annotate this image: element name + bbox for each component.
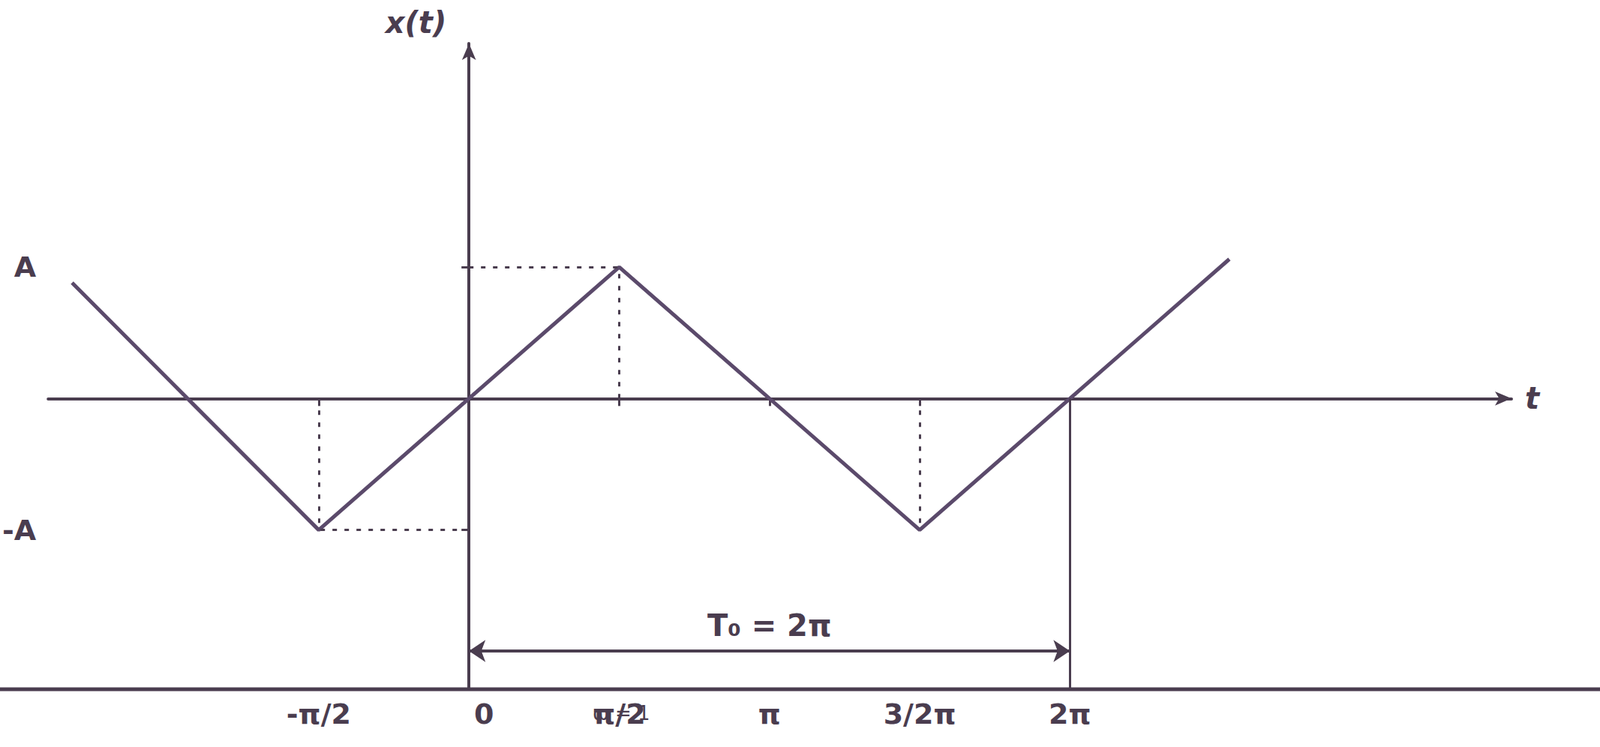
svg-text:2π: 2π	[1048, 697, 1092, 731]
svg-text:π/2: π/2	[592, 697, 646, 731]
svg-text:t: t	[1524, 381, 1541, 416]
svg-text:0: 0	[474, 697, 494, 731]
svg-text:3/2π: 3/2π	[883, 697, 957, 731]
svg-text:T₀ = 2π: T₀ = 2π	[707, 608, 832, 643]
svg-text:x(t): x(t)	[384, 5, 447, 40]
svg-text:-π/2: -π/2	[286, 697, 352, 731]
svg-text:-A: -A	[2, 513, 37, 547]
svg-text:A: A	[14, 250, 37, 284]
svg-text:π: π	[758, 697, 781, 731]
